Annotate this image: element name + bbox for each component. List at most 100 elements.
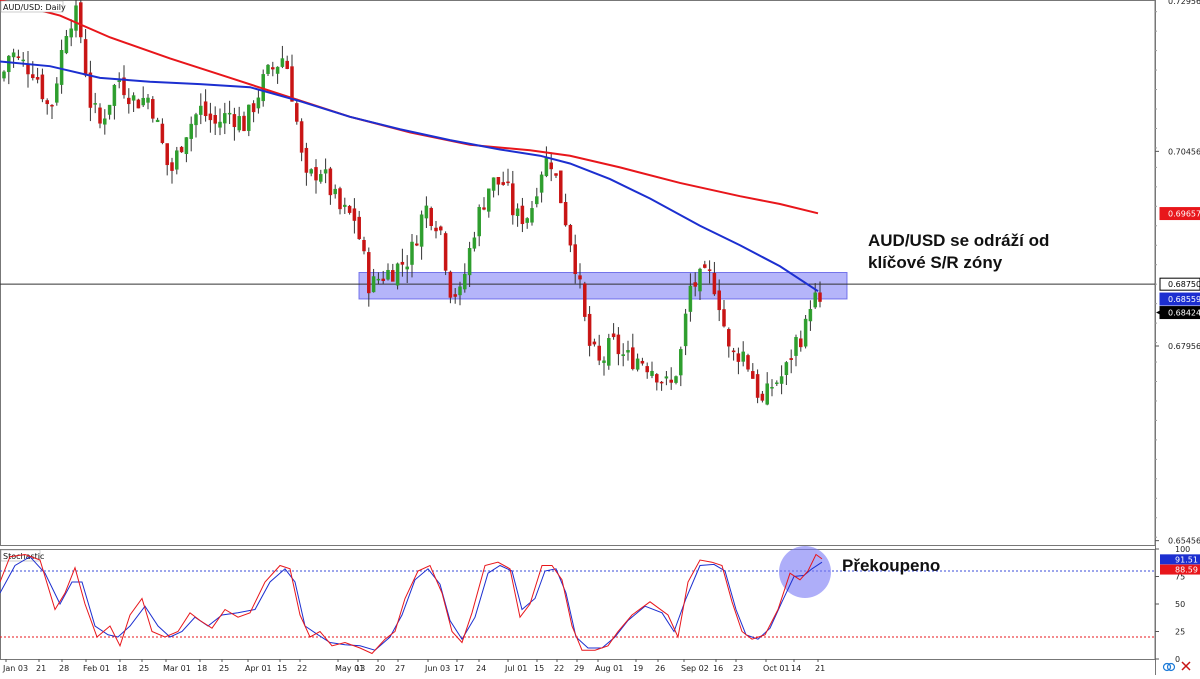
candle-bull <box>419 210 424 260</box>
annotation-line2: klíčové S/R zóny <box>868 253 1003 272</box>
candle-body <box>477 207 481 237</box>
price-tick-label-top: 0.72956 <box>1168 0 1200 6</box>
candle-bull <box>410 234 414 278</box>
candle-bull <box>477 204 481 247</box>
candle-bear <box>597 334 601 366</box>
candle-bear <box>789 349 793 374</box>
price-tag-label: 0.68559 <box>1168 295 1200 304</box>
candle-body <box>194 114 198 126</box>
candle-bear <box>299 118 304 162</box>
candle-bull <box>674 375 678 385</box>
candle-body <box>88 72 93 108</box>
candle-bull <box>112 83 117 120</box>
candle-bull <box>59 39 64 94</box>
candle-body <box>818 292 822 302</box>
price-tick-label: 0.65456 <box>1168 537 1200 546</box>
candle-body <box>256 97 261 109</box>
candle-body <box>11 52 16 58</box>
candle-bear <box>746 353 750 372</box>
candle-body <box>227 112 232 115</box>
candle-body <box>391 270 395 282</box>
candle-bear <box>731 347 736 361</box>
candle-body <box>784 362 789 375</box>
candle-bear <box>587 306 592 357</box>
date-tick-label: 21 <box>36 664 46 673</box>
stochastic-k-line <box>0 553 823 655</box>
candle-bull <box>621 343 625 367</box>
candle-body <box>7 55 11 73</box>
candle-bear <box>357 210 361 240</box>
candle-body <box>424 205 429 219</box>
candle-body <box>578 275 582 280</box>
candle-bull <box>779 365 784 395</box>
candle-body <box>765 383 769 405</box>
candle-body <box>16 56 21 58</box>
candle-body <box>597 345 601 361</box>
candle-bear <box>242 111 246 132</box>
candle-bear <box>362 236 366 255</box>
candle-bull <box>784 361 789 385</box>
candle-body <box>775 382 779 384</box>
candle-bull <box>405 255 409 284</box>
date-tick-label: May 01 <box>335 664 364 673</box>
date-tick-label: 26 <box>655 664 665 673</box>
candle-body <box>467 248 472 276</box>
candle-bear <box>559 170 563 204</box>
date-tick-label: 22 <box>554 664 564 673</box>
candle-bear <box>645 362 649 379</box>
candle-body <box>405 266 409 270</box>
candle-bull <box>319 169 323 184</box>
link-icon-b <box>1166 662 1176 672</box>
candle-bear <box>381 270 385 284</box>
candle-bull <box>74 0 78 38</box>
candle-body <box>669 379 673 383</box>
candle-body <box>789 358 793 360</box>
stoch-tick-label: 25 <box>1175 628 1185 637</box>
candle-body <box>112 84 117 106</box>
candle-body <box>439 226 443 231</box>
candle-body <box>755 374 760 398</box>
candle-bear <box>127 88 131 114</box>
candle-body <box>535 196 539 205</box>
candle-bull <box>424 196 429 228</box>
candle-body <box>707 269 712 271</box>
candle-body <box>587 313 592 346</box>
candle-bull <box>463 263 467 293</box>
candle-body <box>664 376 669 379</box>
candle-bear <box>50 104 54 119</box>
candle-body <box>55 83 59 103</box>
candle-body <box>799 338 803 348</box>
candle-body <box>122 77 126 96</box>
candle-body <box>271 67 275 70</box>
candle-body <box>808 309 813 322</box>
candle-body <box>722 309 726 327</box>
candle-body <box>463 274 467 290</box>
date-tick-label: 20 <box>375 664 385 673</box>
candle-bull <box>472 231 477 252</box>
candle-bull <box>602 356 606 376</box>
candle-body <box>626 350 630 353</box>
candle-bull <box>266 63 270 76</box>
candle-body <box>232 114 237 128</box>
date-tick-label: Oct 01 <box>763 664 790 673</box>
candle-body <box>333 188 337 195</box>
candle-body <box>199 105 203 115</box>
candle-body <box>568 224 573 246</box>
candle-body <box>103 118 107 125</box>
candle-bear <box>717 279 721 322</box>
candle-bull <box>775 380 779 386</box>
candle-bear <box>352 198 357 234</box>
candle-body <box>472 237 477 249</box>
date-tick-label: Jul 01 <box>504 664 527 673</box>
candle-body <box>458 286 462 296</box>
date-tick-label: 14 <box>791 664 801 673</box>
candle-body <box>146 97 150 103</box>
candle-bull <box>333 184 337 199</box>
candle-bear <box>415 235 419 247</box>
candle-body <box>141 97 145 106</box>
candle-body <box>813 292 817 308</box>
stoch-tick-label: 0 <box>1175 655 1180 664</box>
candle-bull <box>530 201 534 226</box>
date-tick-label: 18 <box>197 664 207 673</box>
